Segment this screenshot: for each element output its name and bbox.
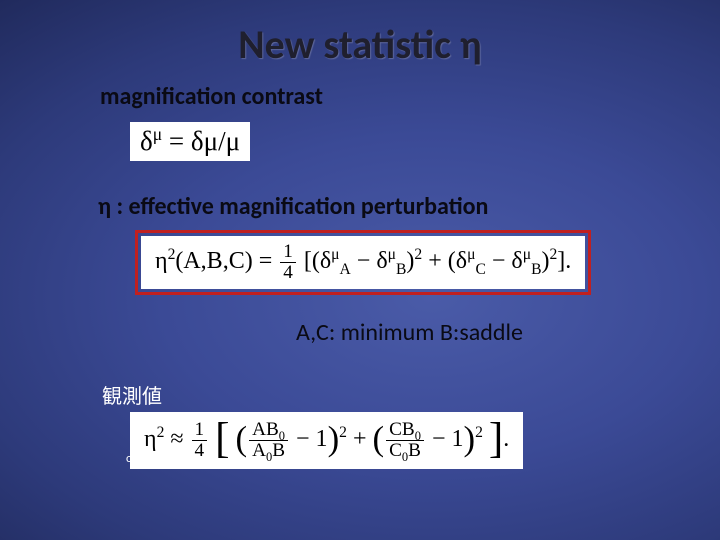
f2-dA-sym: δ <box>320 248 331 274</box>
f3-eta: η <box>144 426 157 452</box>
f3-t1-num: AB <box>252 419 279 440</box>
eta-sep: : <box>111 192 128 221</box>
f3-coef-den: 4 <box>192 441 208 461</box>
f3-obs-overlay: obs <box>126 452 143 466</box>
f2-dC-sub: C <box>475 261 485 278</box>
f1-lhs-sym: δ <box>140 126 153 156</box>
formula-eta2: η2(A,B,C) = 1 4 [(δμA − δμB)2 + (δμC − δ… <box>141 236 585 289</box>
subtitle-magnification-contrast: magnification contrast <box>100 82 323 111</box>
f3-rpar1: ) <box>328 419 340 458</box>
formula-eta2-box: η2(A,B,C) = 1 4 [(δμA − δμB)2 + (δμC − δ… <box>135 230 591 295</box>
f2-dB1-sub: B <box>396 261 406 278</box>
f2-dC-sym: δ <box>456 248 467 274</box>
f3-rpar2: ) <box>464 419 476 458</box>
f2-dC: δμC <box>456 248 486 274</box>
f3-coef-frac: 1 4 <box>192 420 208 461</box>
f2-dB1-sym: δ <box>376 248 387 274</box>
slide-title: New statistic η <box>0 20 720 69</box>
eta-text: effective magnification perturbation <box>129 192 489 221</box>
f1-eq: = <box>162 126 191 156</box>
f2-dB1-sup: μ <box>388 246 396 263</box>
f2-coef-num: 1 <box>280 242 296 263</box>
f3-t1-frac: AB0 A0B <box>249 420 288 461</box>
f2-dB2-sub: B <box>531 261 541 278</box>
f2-dB2-sup: μ <box>523 246 531 263</box>
f3-coef-num: 1 <box>192 420 208 441</box>
eta-definition-line: η : effective magnification perturbation <box>98 192 488 221</box>
f3-t1-den-b: B <box>272 440 285 461</box>
f1-lhs-sup: μ <box>153 124 162 144</box>
f3-minus1b: − 1 <box>432 426 464 452</box>
f3-lpar1: ( <box>236 419 248 458</box>
f2-dB2: δμB <box>511 248 541 274</box>
eta-symbol: η <box>98 192 111 221</box>
minimum-saddle-label: A,C: minimum B:saddle <box>296 318 523 347</box>
f2-coef-den: 4 <box>280 263 296 283</box>
f3-t2-num: CB <box>389 419 415 440</box>
f2-dB1: δμB <box>376 248 406 274</box>
f2-dA: δμA <box>320 248 351 274</box>
f2-coef-frac: 1 4 <box>280 242 296 283</box>
f3-sq1: 2 <box>339 424 347 441</box>
f3-t2-frac: CB0 C0B <box>386 420 424 461</box>
formula-delta-mu: δμ = δμ/μ <box>130 122 250 161</box>
slide: New statistic η magnification contrast δ… <box>0 0 720 540</box>
f3-minus1a: − 1 <box>296 426 328 452</box>
f2-dB2-sym: δ <box>511 248 522 274</box>
f2-args: (A,B,C) <box>175 248 252 274</box>
f2-dA-sup: μ <box>331 246 339 263</box>
f2-sq2: 2 <box>549 246 557 263</box>
f3-t2-den-a: C <box>389 440 402 461</box>
f2-dA-sub: A <box>340 261 351 278</box>
f1-rhs: δμ/μ <box>191 126 240 156</box>
f3-lpar2: ( <box>373 419 385 458</box>
formula-eta2-obs: η2 ≈ 1 4 [ ( AB0 A0B − 1)2 + ( CB0 C0B −… <box>130 412 523 469</box>
f2-sq1: 2 <box>414 246 422 263</box>
f3-lbrk: [ <box>215 415 229 462</box>
f3-t1-den-a: A <box>252 440 266 461</box>
formula-eta2-obs-wrap: η2 ≈ 1 4 [ ( AB0 A0B − 1)2 + ( CB0 C0B −… <box>130 412 523 469</box>
f3-rbrk: ] <box>489 415 503 462</box>
f2-eta: η <box>155 248 168 274</box>
obs-label: 観測値 <box>102 380 162 409</box>
f3-t2-den-b: B <box>408 440 421 461</box>
f3-sq2: 2 <box>475 424 483 441</box>
f3-eta-exp: 2 <box>157 424 165 441</box>
